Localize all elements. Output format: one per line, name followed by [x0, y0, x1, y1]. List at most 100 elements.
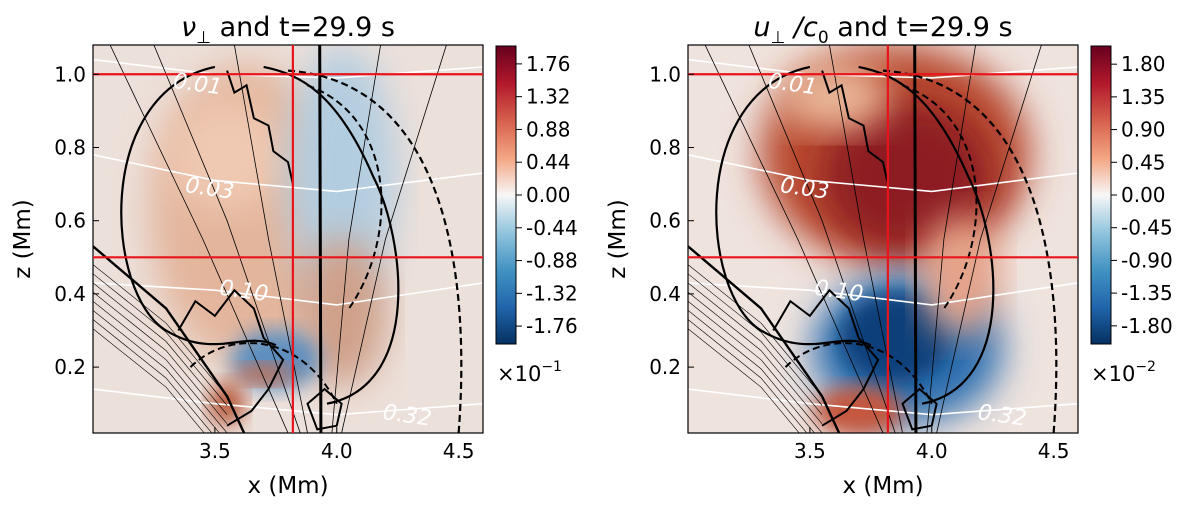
- colorbar-tick-label: 1.32: [526, 85, 571, 109]
- colorbar-tick-label: -1.35: [1121, 281, 1173, 305]
- left-x-label: x (Mm): [247, 473, 328, 499]
- left-y-axis: 0.2 0.4 0.6 0.8 1.0: [54, 62, 99, 379]
- right-x-label: x (Mm): [842, 473, 923, 499]
- colorbar-tick-label: 0.00: [526, 183, 571, 207]
- field-blob: [233, 364, 294, 385]
- y-tick-label: 0.2: [54, 355, 86, 379]
- right-field-canvas: [688, 45, 1078, 433]
- right-plot-frame: [687, 44, 1079, 434]
- white-contour: [93, 388, 483, 416]
- left-colorbar-ticks: 1.76 1.32 0.88 0.44 0.00 -0.44 -0.88 -1.32 -1.76: [516, 52, 578, 338]
- field-line: [93, 282, 228, 415]
- x-tick-label: 4.0: [321, 439, 353, 463]
- colorbar-tick-label: 1.35: [1121, 85, 1166, 109]
- solid-contour: [120, 65, 400, 405]
- field-line: [688, 310, 815, 433]
- right-x-axis: 3.5 4.0 4.5: [794, 427, 1070, 463]
- y-tick-label: 0.4: [649, 282, 681, 306]
- white-contour: [688, 58, 1078, 79]
- left-x-axis: 3.5 4.0 4.5: [199, 427, 475, 463]
- irregular-contour: [177, 288, 285, 427]
- colorbar-tick-label: -0.90: [1121, 248, 1173, 272]
- white-contour: [688, 388, 1078, 416]
- white-contour: [688, 154, 1078, 193]
- right-colorbar-ticks: 1.80 1.35 0.90 0.45 0.00 -0.45 -0.90 -1.35 -1.80: [1111, 52, 1173, 338]
- field-line: [93, 273, 228, 406]
- y-tick-label: 0.2: [649, 355, 681, 379]
- colorbar-tick-label: -0.45: [1121, 216, 1173, 240]
- dashed-contour: [287, 69, 463, 433]
- field-line: [688, 264, 823, 397]
- field-line: [688, 328, 800, 433]
- field-line: [93, 291, 228, 424]
- y-tick-label: 0.8: [54, 135, 86, 159]
- field-line: [936, 45, 1042, 433]
- field-line: [109, 45, 289, 433]
- right-heatmap: [688, 45, 1078, 433]
- field-line: [926, 45, 976, 433]
- irregular-contour: [772, 288, 880, 427]
- field-line: [153, 45, 301, 433]
- dashed-contour: [902, 84, 978, 310]
- left-colorbar: [495, 45, 517, 345]
- left-field-canvas: [93, 45, 483, 433]
- right-colorbar: [1090, 45, 1112, 345]
- right-red-lines: [688, 45, 1078, 433]
- dashed-contour: [189, 342, 338, 405]
- colorbar-tick-label: 0.44: [526, 150, 571, 174]
- x-tick-label: 4.0: [916, 439, 948, 463]
- colorbar-tick-label: -0.44: [526, 216, 578, 240]
- y-tick-label: 1.0: [649, 62, 681, 86]
- right-panel: u⊥ /c0 and t=29.9 s 0.010.030.100.32 3.5…: [605, 12, 1173, 499]
- right-y-axis: 0.2 0.4 0.6 0.8 1.0: [649, 62, 694, 379]
- field-blob: [779, 61, 890, 132]
- colorbar-tick-label: 1.80: [1121, 52, 1166, 76]
- field-blob: [840, 292, 951, 383]
- solid-contour: [715, 65, 995, 405]
- white-contour: [93, 154, 483, 193]
- x-tick-label: 3.5: [794, 439, 826, 463]
- colorbar-tick-label: 0.00: [1121, 183, 1166, 207]
- x-tick-label: 3.5: [199, 439, 231, 463]
- y-tick-label: 0.6: [649, 209, 681, 233]
- field-line: [688, 291, 823, 424]
- irregular-contour: [306, 387, 343, 431]
- left-title: ν⊥ and t=29.9 s: [181, 12, 395, 48]
- left-colorbar-multiplier: ×10−1: [497, 359, 562, 386]
- x-tick-label: 4.5: [1038, 439, 1070, 463]
- field-line: [93, 328, 205, 433]
- y-tick-label: 1.0: [54, 62, 86, 86]
- field-line: [331, 45, 381, 433]
- field-line: [829, 45, 903, 433]
- white-contour: [688, 282, 1078, 306]
- y-tick-label: 0.4: [54, 282, 86, 306]
- white-contour: [93, 58, 483, 79]
- left-red-lines: [93, 45, 483, 433]
- thick-field-line: [913, 45, 918, 433]
- field-line: [93, 319, 213, 433]
- field-blob: [813, 386, 904, 433]
- field-line: [688, 300, 823, 433]
- right-title: u⊥ /c0 and t=29.9 s: [753, 12, 1012, 48]
- field-line: [234, 45, 308, 433]
- left-plot-frame: [92, 44, 484, 434]
- field-line: [93, 300, 228, 433]
- colorbar-tick-label: -0.88: [526, 249, 578, 273]
- dashed-contour: [882, 69, 1058, 433]
- right-colorbar-multiplier: ×10−2: [1091, 359, 1156, 386]
- right-contour-labels: 0.010.030.100.32: [766, 69, 1028, 432]
- field-blob: [167, 99, 288, 210]
- right-y-label: z (Mm): [605, 199, 631, 279]
- left-y-label: z (Mm): [10, 199, 36, 279]
- colorbar-tick-label: -1.32: [526, 281, 578, 305]
- dashed-contour: [307, 84, 383, 310]
- y-tick-label: 0.8: [649, 135, 681, 159]
- x-tick-label: 4.5: [443, 439, 475, 463]
- field-blob: [286, 46, 397, 307]
- field-line: [748, 45, 896, 433]
- field-line: [688, 273, 823, 406]
- colorbar-tick-label: 0.88: [526, 117, 571, 141]
- thick-field-line: [93, 245, 246, 433]
- left-heatmap: [93, 45, 483, 433]
